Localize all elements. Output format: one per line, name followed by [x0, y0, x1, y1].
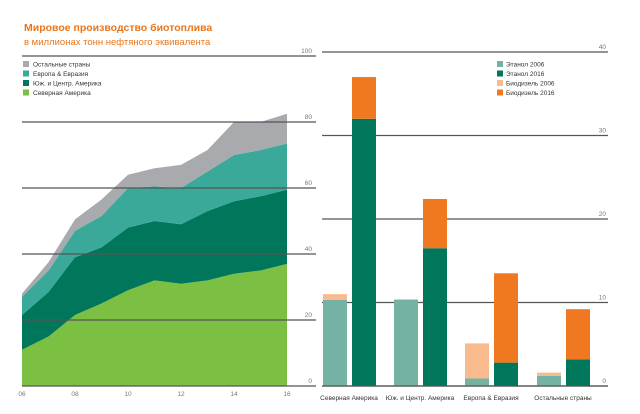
category-label: Европа & Евразия — [463, 395, 519, 402]
legend-label: Европа & Евразия — [33, 71, 89, 78]
legend-swatch — [497, 80, 503, 86]
category-label: Остальные страны — [534, 395, 592, 402]
chart-title: Мировое производство биотоплива — [24, 22, 213, 34]
x-tick-label: 08 — [71, 391, 79, 398]
bar-этанол-2016 — [352, 118, 376, 387]
bar-этанол-2016 — [423, 248, 447, 386]
bar-этанол-2006 — [394, 299, 418, 386]
bar-этанол-2016 — [566, 359, 590, 386]
bar-этанол-2006 — [465, 378, 489, 386]
bar-биодизель-2016 — [494, 273, 518, 363]
bar-биодизель-2006 — [323, 294, 347, 300]
legend-label: Северная Америка — [33, 90, 91, 97]
y-tick-label: 0 — [602, 378, 606, 385]
x-tick-label: 12 — [177, 391, 185, 398]
y-tick-label: 10 — [599, 295, 607, 302]
y-tick-label: 60 — [305, 180, 313, 187]
bar-этанол-2006 — [537, 375, 561, 386]
bar-биодизель-2006 — [394, 299, 418, 300]
bar-биодизель-2016 — [423, 198, 447, 249]
y-tick-label: 30 — [599, 128, 607, 135]
area-series-0 — [22, 263, 287, 386]
area-series-3 — [22, 113, 287, 297]
legend-swatch — [23, 89, 29, 96]
y-tick-label: 20 — [305, 312, 313, 319]
legend-label: Юж. и Центр. Америка — [33, 81, 102, 88]
chart-subtitle: в миллионах тонн нефтяного эквивалента — [24, 37, 211, 48]
y-tick-label: 100 — [301, 48, 312, 55]
category-label: Северная Америка — [320, 395, 378, 402]
legend-swatch — [497, 89, 503, 96]
legend-swatch — [497, 70, 503, 77]
bar-chart: 0 10 20 30 40 Северная Америка Юж. и Центр. Ам… — [320, 44, 608, 402]
area-series-2 — [22, 143, 287, 316]
legend-label: Биодизель 2016 — [506, 90, 555, 97]
legend-label: Этанол 2016 — [506, 71, 545, 78]
category-label: Юж. и Центр. Америка — [386, 395, 455, 402]
y-tick-label: 80 — [305, 114, 313, 121]
legend-swatch — [23, 61, 29, 67]
legend-swatch — [23, 80, 29, 86]
legend-label: Остальные страны — [33, 62, 91, 69]
y-tick-label: 20 — [599, 211, 607, 218]
legend-swatch — [497, 61, 503, 67]
x-tick-label: 14 — [230, 391, 238, 398]
area-series-1 — [22, 189, 287, 350]
y-tick-label: 40 — [599, 44, 607, 51]
bar-биодизель-2016 — [352, 77, 376, 119]
area-chart: 0 20 40 60 80 100 06 08 10 12 14 16 Остальные страны… — [18, 48, 316, 398]
x-tick-label: 16 — [283, 391, 291, 398]
bar-биодизель-2006 — [465, 343, 489, 379]
legend-swatch — [23, 70, 29, 77]
bar-биодизель-2006 — [537, 372, 561, 376]
y-tick-label: 0 — [308, 378, 312, 385]
x-tick-label: 06 — [18, 391, 26, 398]
bar-этанол-2016 — [494, 362, 518, 386]
bar-этанол-2006 — [323, 299, 347, 386]
bar-биодизель-2016 — [566, 309, 590, 360]
legend-label: Биодизель 2006 — [506, 81, 555, 88]
legend-label: Этанол 2006 — [506, 62, 545, 69]
x-tick-label: 10 — [124, 391, 132, 398]
y-tick-label: 40 — [305, 246, 313, 253]
